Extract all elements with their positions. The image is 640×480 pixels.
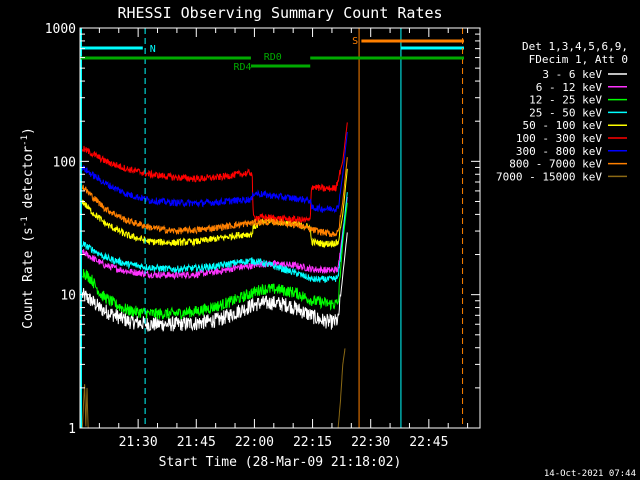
legend-header: FDecim 1, Att 0	[529, 53, 628, 66]
annotation-label: RD4	[233, 62, 251, 73]
x-tick-label: 22:00	[235, 435, 274, 450]
annotations-layer: N S RD0 RD4	[80, 28, 464, 428]
series-line	[81, 192, 348, 283]
legend-label: 25 - 50 keV	[529, 106, 602, 119]
x-tick-label: 22:15	[293, 435, 332, 450]
x-axis-label: Start Time (28-Mar-09 21:18:02)	[159, 455, 402, 470]
timestamp: 14-Oct-2021 07:44	[544, 469, 636, 479]
series-line	[82, 202, 348, 320]
series-line	[81, 157, 348, 238]
annotation-label: S	[352, 36, 358, 47]
y-tick-label: 10	[60, 289, 76, 304]
legend-label: 7000 - 15000 keV	[496, 170, 602, 183]
legend-label: 800 - 7000 keV	[509, 158, 602, 171]
x-tick-label: 21:30	[119, 435, 158, 450]
series-line	[81, 196, 348, 281]
plot-frame	[79, 27, 481, 429]
legend-label: 100 - 300 keV	[516, 132, 602, 145]
legend-label: 12 - 25 keV	[529, 94, 602, 107]
x-tick-label: 22:45	[409, 435, 448, 450]
series-line	[81, 122, 348, 224]
chart-title: RHESSI Observing Summary Count Rates	[117, 4, 442, 22]
x-tick-label: 22:30	[351, 435, 390, 450]
y-axis-label: Count Rate (s-1 detector-1)	[20, 127, 36, 329]
series-line	[81, 232, 348, 332]
axes-layer: 1 10 100 1000 21:30 21:45 22:00 22:15 22:30 22:45	[45, 22, 481, 450]
y-tick-label: 100	[53, 155, 76, 170]
legend-label: 50 - 100 keV	[523, 119, 603, 132]
annotation-label: N	[150, 44, 156, 55]
legend-header: Det 1,3,4,5,6,9,	[522, 40, 628, 53]
x-tick-label: 21:45	[177, 435, 216, 450]
series-line	[81, 131, 348, 214]
legend-label: 3 - 6 keV	[542, 68, 602, 81]
legend-label: 300 - 800 keV	[516, 145, 602, 158]
y-tick-label: 1000	[45, 22, 76, 37]
annotation-label: RD0	[264, 52, 282, 63]
legend-label: 6 - 12 keV	[536, 81, 603, 94]
y-tick-label: 1	[68, 422, 76, 437]
legend: Det 1,3,4,5,6,9,FDecim 1, Att 0 3 - 6 keV…	[496, 40, 628, 183]
